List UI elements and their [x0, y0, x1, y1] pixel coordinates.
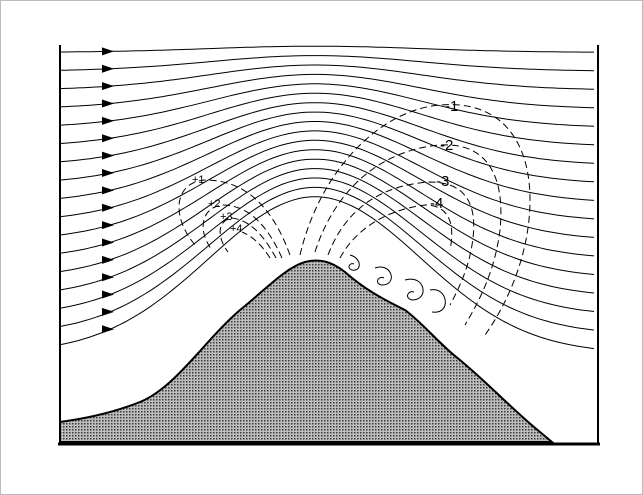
contour-label: +1 — [192, 174, 205, 186]
page: -1 -2 -3 -4 +1 +2 +3 +4 (() => { const d… — [0, 0, 643, 495]
contour-label: -2 — [440, 137, 453, 154]
contour-label: +4 — [230, 223, 243, 235]
contour-label: +3 — [220, 211, 233, 223]
contour-label: +2 — [208, 198, 221, 210]
diagram: -1 -2 -3 -4 +1 +2 +3 +4 — [0, 0, 643, 495]
contour-label: -4 — [430, 195, 443, 212]
contour-label: -1 — [445, 98, 458, 115]
contour-label: -3 — [436, 173, 449, 190]
